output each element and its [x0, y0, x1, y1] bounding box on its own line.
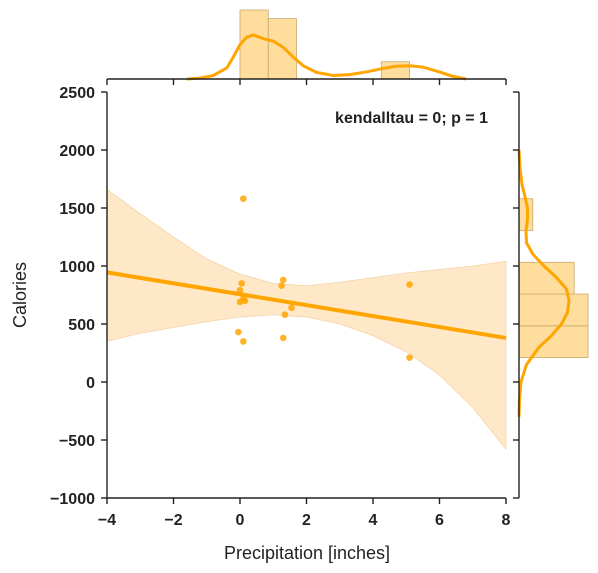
y-tick-label: −1000 [50, 491, 95, 508]
data-point [240, 338, 247, 345]
data-point [406, 354, 413, 361]
data-point [279, 334, 287, 342]
y-kde-curve [517, 149, 571, 417]
x-tick-label: 0 [236, 512, 245, 529]
y-tick-label: 0 [86, 375, 95, 392]
data-point [240, 195, 247, 203]
x-tick-label: 2 [302, 512, 311, 529]
y-histogram-bar [518, 325, 589, 359]
y-axis-label: Calories [10, 262, 30, 328]
data-point [406, 281, 413, 288]
y-tick-label: 500 [68, 317, 95, 334]
data-point [236, 298, 244, 306]
y-tick-label: −500 [59, 433, 95, 450]
x-axis-label: Precipitation [inches] [224, 543, 390, 563]
y-tick-label: 1000 [59, 259, 95, 276]
y-tick-label: 2500 [59, 85, 95, 102]
data-point [279, 276, 287, 284]
x-tick-label: 6 [435, 512, 444, 529]
regression-line [106, 270, 507, 340]
data-point [278, 282, 285, 290]
x-histogram-bar [267, 18, 297, 80]
top-marginal-histogram [106, 9, 507, 85]
data-point [236, 287, 244, 294]
x-histogram-bar [239, 9, 269, 80]
x-tick-label: 8 [502, 512, 511, 529]
data-point [288, 304, 295, 312]
x-tick-label: −4 [98, 512, 116, 529]
kendalltau-annotation: kendalltau = 0; p = 1 [335, 110, 488, 127]
x-tick-label: −2 [164, 512, 182, 529]
data-point [235, 328, 242, 336]
y-histogram-bar [518, 293, 589, 327]
x-histogram-bar [380, 61, 410, 80]
right-marginal-histogram [513, 91, 589, 499]
confidence-band [106, 188, 507, 451]
y-tick-label: 1500 [59, 201, 95, 218]
y-tick-label: 2000 [59, 143, 95, 160]
scatter-plot-area: −4 −2 0 2 4 6 8 −1000 −500 0 500 1000 1500 2000 2500 [50, 85, 510, 529]
x-tick-label: 4 [369, 512, 378, 529]
data-point [238, 280, 245, 287]
data-point [281, 311, 289, 319]
x-kde-curve [186, 33, 467, 81]
data-point [241, 297, 249, 305]
